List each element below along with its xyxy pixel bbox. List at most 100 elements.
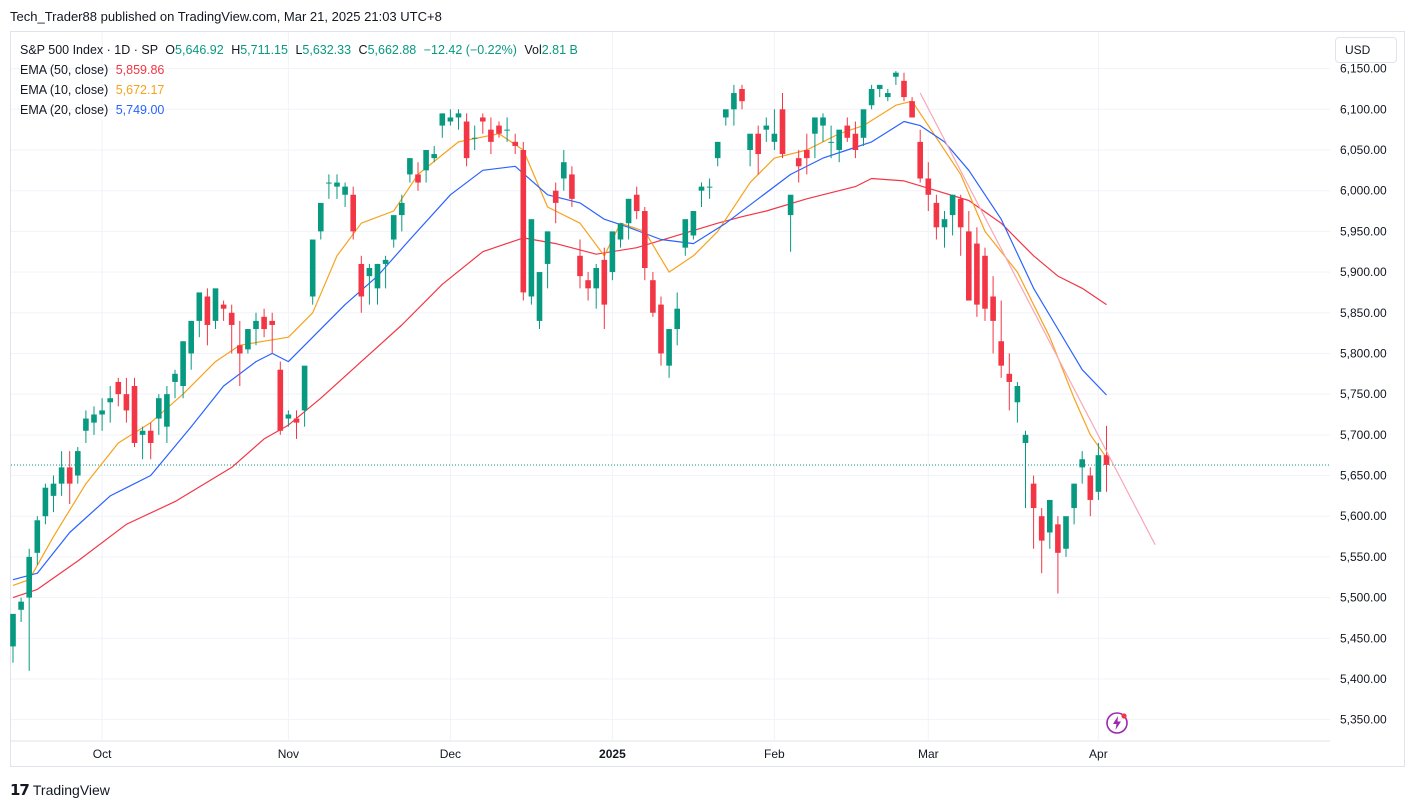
candle-body (83, 418, 89, 431)
candle-body (180, 341, 186, 386)
candle-body (431, 154, 437, 159)
ema10-value: 5,672.17 (115, 83, 165, 97)
candle-body (763, 125, 770, 130)
y-tick-label: 5,850.00 (1340, 306, 1387, 320)
candle-body (601, 259, 608, 305)
candle-body (893, 72, 899, 77)
legend-ema50-row[interactable]: EMA (50, close) 5,859.86 (20, 60, 578, 80)
candle-body (196, 292, 203, 321)
candle-body (642, 211, 648, 268)
candle-body (804, 150, 810, 159)
candle-body (690, 211, 697, 236)
candle-body (399, 202, 405, 216)
legend-ema20-row[interactable]: EMA (20, close) 5,749.00 (20, 100, 578, 120)
y-tick-label: 5,900.00 (1340, 265, 1387, 279)
candle-body (949, 194, 956, 216)
y-tick-label: 5,950.00 (1340, 224, 1387, 238)
footer-brand[interactable]: 17 TradingView (10, 781, 110, 799)
candle-body (342, 186, 348, 195)
low-key: L (295, 43, 303, 57)
candle-body (293, 418, 300, 423)
candle-body (868, 88, 875, 106)
candle-body (747, 133, 753, 150)
chart-frame (10, 31, 1405, 767)
candle-body (188, 320, 194, 354)
candle-body (326, 182, 332, 184)
candle-body (18, 601, 24, 610)
ema10-label: EMA (10, close) (20, 83, 109, 97)
candle-body (844, 125, 851, 138)
candle-body (309, 239, 316, 297)
candle-body (204, 296, 211, 325)
symbol-label[interactable]: S&P 500 Index · 1D · SP (20, 43, 158, 57)
vol-key: Vol (524, 43, 542, 57)
y-tick-label: 6,000.00 (1340, 184, 1387, 198)
tradingview-logo: 17 (10, 781, 30, 799)
candle-body (318, 202, 324, 232)
y-tick-label: 5,550.00 (1340, 550, 1387, 564)
publisher-name[interactable]: Tech_Trader88 (10, 9, 97, 24)
candle-body (941, 219, 948, 228)
candle-body (771, 133, 778, 142)
candle-body (156, 398, 162, 419)
y-tick-label: 6,050.00 (1340, 143, 1387, 157)
y-tick-label: 5,700.00 (1340, 428, 1387, 442)
candle-body (609, 231, 616, 273)
candle-body (220, 304, 227, 309)
candle-body (723, 109, 729, 118)
x-tick-label: Oct (93, 747, 112, 761)
x-tick-label: Dec (440, 747, 461, 761)
candle-body (75, 451, 81, 476)
x-tick-label: Apr (1089, 747, 1108, 761)
legend-ohlc-row: S&P 500 Index · 1D · SP O5,646.92 H5,711… (20, 40, 578, 60)
high-key: H (231, 43, 241, 57)
y-tick-label: 5,800.00 (1340, 346, 1387, 360)
ema10-line (12, 100, 1107, 586)
candle-body (731, 93, 737, 110)
y-tick-label: 5,500.00 (1340, 591, 1387, 605)
ema50-label: EMA (50, close) (20, 63, 109, 77)
high-value: 5,711.15 (240, 43, 288, 57)
candle-body (123, 394, 130, 411)
candle-body (350, 194, 356, 232)
candle-body (50, 483, 57, 496)
publish-caption: Tech_Trader88 published on TradingView.c… (10, 9, 442, 24)
candle-body (698, 186, 705, 191)
candle-body (561, 162, 567, 179)
candle-body (415, 174, 421, 183)
candle-body (358, 263, 365, 297)
x-tick-label: 2025 (599, 747, 626, 761)
close-key: C (358, 43, 368, 57)
candle-body (933, 202, 940, 228)
candle-body (1079, 459, 1085, 468)
candle-body (488, 129, 494, 142)
candle-body (480, 117, 486, 122)
candle-body (10, 613, 16, 647)
candle-body (666, 329, 672, 366)
legend-ema10-row[interactable]: EMA (10, close) 5,672.17 (20, 80, 578, 100)
candle-body (439, 113, 446, 126)
candle-body (139, 430, 146, 435)
ema20-line (12, 120, 1107, 581)
candle-body (650, 280, 656, 313)
candle-body (966, 231, 972, 301)
candle-body (285, 414, 292, 419)
candle-body (1047, 499, 1053, 533)
ema50-line (12, 177, 1107, 599)
candle-body (577, 255, 583, 277)
candle-body (447, 117, 454, 122)
chart-legend: S&P 500 Index · 1D · SP O5,646.92 H5,711… (20, 40, 578, 120)
candle-body (909, 101, 915, 118)
y-tick-label: 5,650.00 (1340, 469, 1387, 483)
candle-body (407, 158, 413, 175)
candle-body (585, 280, 591, 289)
candle-body (828, 141, 834, 143)
candle-body (1071, 483, 1077, 509)
lightning-icon[interactable] (1105, 711, 1129, 735)
candle-body (66, 467, 73, 484)
open-value: 5,646.92 (175, 43, 224, 57)
candle-body (455, 113, 462, 118)
x-tick-label: Nov (278, 747, 299, 761)
currency-button[interactable]: USD (1335, 37, 1397, 63)
